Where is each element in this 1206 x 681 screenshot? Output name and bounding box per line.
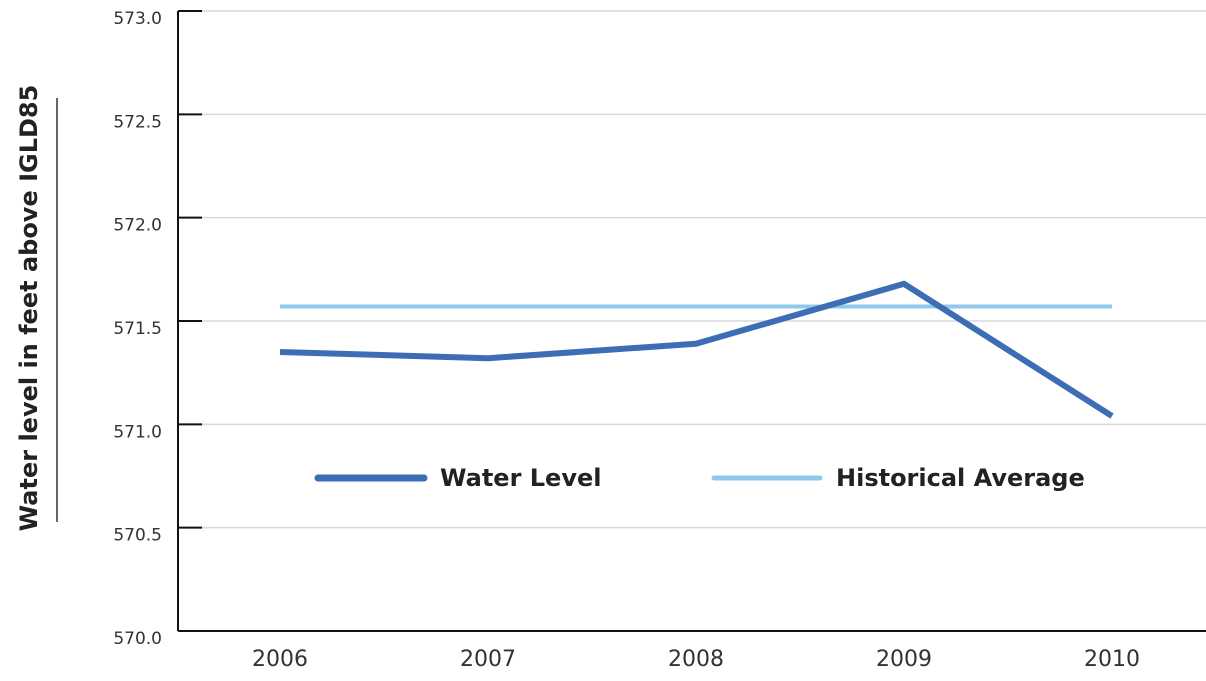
y-tick-label: 570.5 xyxy=(113,526,162,546)
legend-label: Water Level xyxy=(440,464,601,492)
series-line xyxy=(279,280,1114,419)
y-tick-label: 571.5 xyxy=(113,319,162,339)
y-tick-label: 572.0 xyxy=(113,216,162,236)
y-tick-label: 571.0 xyxy=(113,422,162,442)
x-tick-label: 2008 xyxy=(668,647,724,672)
x-tick-label: 2009 xyxy=(876,647,932,672)
x-tick-label: 2010 xyxy=(1084,647,1140,672)
y-tick-label: 573.0 xyxy=(113,9,162,29)
x-tick-label: 2006 xyxy=(252,647,308,672)
x-tick-label: 2007 xyxy=(460,647,516,672)
legend-label: Historical Average xyxy=(836,464,1085,492)
y-tick-label: 572.5 xyxy=(113,112,162,132)
y-tick-label: 570.0 xyxy=(113,629,162,649)
y-axis-label: Water level in feet above IGLD85 xyxy=(15,85,43,532)
